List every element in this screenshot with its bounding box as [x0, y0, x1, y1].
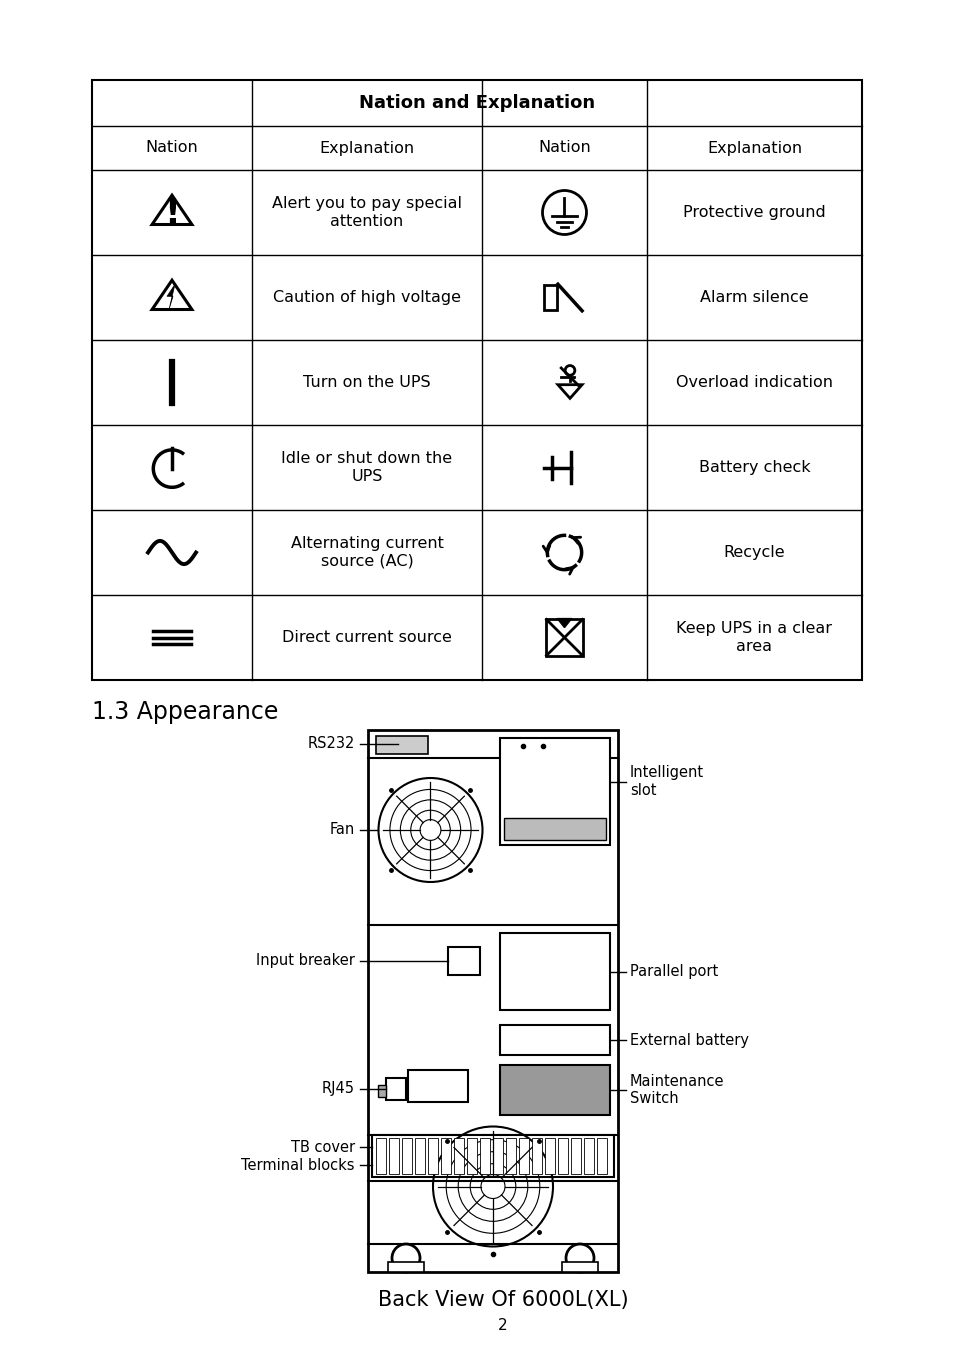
Bar [597, 1138, 606, 1174]
Bar [583, 1138, 594, 1174]
Bar [558, 1138, 567, 1174]
Bar [479, 1138, 490, 1174]
Bar [368, 730, 618, 1272]
Text: Nation and Explanation: Nation and Explanation [358, 95, 595, 112]
Text: External battery: External battery [629, 1033, 748, 1048]
Text: Recycle: Recycle [723, 545, 784, 560]
Text: Protective ground: Protective ground [682, 206, 825, 220]
Text: Alternating current
source (AC): Alternating current source (AC) [291, 537, 443, 569]
Bar [415, 1138, 424, 1174]
Bar [493, 1138, 502, 1174]
Bar [518, 1138, 529, 1174]
Text: Alert you to pay special
attention: Alert you to pay special attention [272, 196, 461, 228]
Bar [543, 285, 557, 310]
Text: Maintenance
Switch: Maintenance Switch [629, 1073, 723, 1106]
Text: Keep UPS in a clear
area: Keep UPS in a clear area [676, 622, 832, 654]
Text: Explanation: Explanation [319, 141, 415, 155]
Text: RS232: RS232 [307, 737, 355, 752]
Text: Nation: Nation [146, 141, 198, 155]
Polygon shape [167, 284, 174, 310]
Bar [571, 1138, 580, 1174]
Bar [375, 735, 428, 754]
Text: !: ! [164, 196, 180, 231]
Bar [389, 1138, 398, 1174]
Text: Overload indication: Overload indication [676, 375, 832, 389]
Bar [561, 1261, 598, 1272]
Text: RJ45: RJ45 [322, 1082, 355, 1096]
Bar [546, 619, 582, 656]
Text: TB cover: TB cover [291, 1140, 355, 1155]
Text: Intelligent
slot: Intelligent slot [629, 765, 703, 798]
Bar [504, 818, 605, 840]
Bar [500, 738, 609, 845]
Bar [388, 1261, 423, 1272]
Bar [408, 1069, 468, 1102]
Bar [377, 1086, 386, 1096]
Bar [500, 1065, 609, 1115]
Bar [454, 1138, 463, 1174]
Bar [448, 946, 479, 975]
Text: 1.3 Appearance: 1.3 Appearance [91, 700, 278, 725]
Bar [375, 1138, 386, 1174]
Text: 2: 2 [497, 1318, 507, 1333]
Text: Alarm silence: Alarm silence [700, 289, 808, 306]
Text: Input breaker: Input breaker [255, 953, 355, 968]
Bar [372, 1134, 614, 1178]
Bar [91, 80, 862, 680]
Text: Caution of high voltage: Caution of high voltage [273, 289, 460, 306]
Text: Idle or shut down the
UPS: Idle or shut down the UPS [281, 452, 452, 484]
Text: Parallel port: Parallel port [629, 964, 718, 979]
Text: Explanation: Explanation [706, 141, 801, 155]
Text: Turn on the UPS: Turn on the UPS [303, 375, 431, 389]
Text: Back View Of 6000L(XL): Back View Of 6000L(XL) [377, 1290, 628, 1310]
Bar [401, 1138, 412, 1174]
Text: Battery check: Battery check [698, 460, 809, 475]
Bar [505, 1138, 516, 1174]
Bar [440, 1138, 451, 1174]
Bar [467, 1138, 476, 1174]
Text: Nation: Nation [537, 141, 590, 155]
Polygon shape [557, 619, 571, 627]
Text: Fan: Fan [330, 822, 355, 837]
Bar [500, 933, 609, 1010]
Text: Terminal blocks: Terminal blocks [241, 1157, 355, 1172]
Bar [500, 1025, 609, 1055]
Bar [428, 1138, 437, 1174]
Bar [544, 1138, 555, 1174]
Text: Direct current source: Direct current source [282, 630, 452, 645]
Bar [386, 1078, 406, 1101]
Bar [532, 1138, 541, 1174]
